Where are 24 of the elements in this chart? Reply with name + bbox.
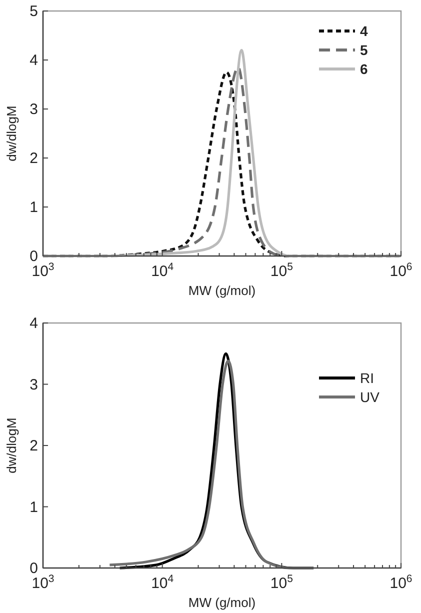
y-tick-label: 2 (30, 150, 38, 167)
legend-label: UV (360, 389, 380, 405)
y-tick-label: 1 (30, 498, 38, 516)
y-tick-label: 3 (30, 376, 38, 394)
x-tick-label: 10$^{4}$ (151, 573, 174, 592)
y-tick-label: 2 (30, 438, 38, 454)
legend-label: 6 (360, 61, 368, 77)
x-tick-label: 10$^{4}$ (151, 261, 174, 280)
y-axis-title: dw/dlogM (4, 418, 19, 474)
x-axis-title: MW (g/mol) (188, 283, 256, 298)
y-axis-title: dw/dlogM (4, 106, 19, 162)
y-tick-label: 1 (30, 199, 38, 216)
legend-label: 5 (360, 42, 368, 58)
y-tick-label: 4 (30, 52, 38, 69)
legend-label: 4 (360, 23, 368, 39)
x-tick-label: 10$^{5}$ (270, 573, 294, 592)
x-tick-label: 10$^{5}$ (270, 261, 294, 280)
legend-label: RI (360, 370, 374, 386)
y-tick-label: 4 (30, 315, 38, 332)
x-tick-label: 10$^{6}$ (390, 573, 412, 592)
x-axis-title: MW (g/mol) (188, 595, 256, 610)
y-tick-label: 3 (30, 101, 38, 118)
y-tick-label: 5 (30, 3, 38, 20)
x-tick-label: 10$^{6}$ (390, 261, 412, 280)
